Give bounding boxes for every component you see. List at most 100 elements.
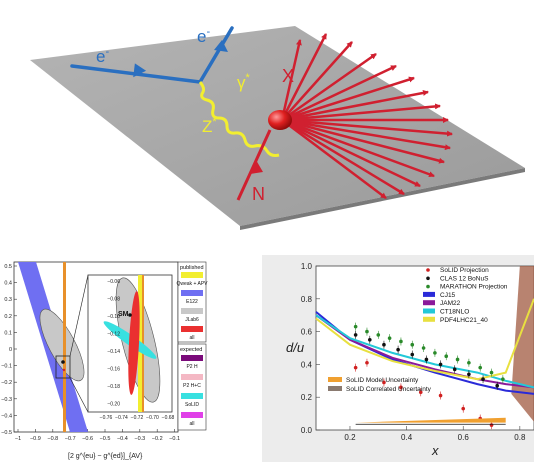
chart-legend-label: MARATHON Projection xyxy=(440,284,508,291)
chart-ylabel: d/u xyxy=(286,340,304,355)
left-y-tick-label: −0.4 xyxy=(1,413,12,419)
inset-all xyxy=(128,291,140,395)
legend-swatch xyxy=(181,412,203,418)
zoom-box xyxy=(55,355,71,379)
legend-label: P2 H xyxy=(186,364,198,370)
left-x-ticks: −1 −0.9 −0.8 −0.7 −0.6 −0.5 −0.4 −0.3 −0.2 −0.1 xyxy=(15,429,180,442)
hadron-ray xyxy=(281,52,377,122)
left-y-tick-label: −0.5 xyxy=(1,430,12,436)
band-legend-label: SoLID Model Uncertainty xyxy=(346,377,419,384)
legend-swatch xyxy=(181,355,203,361)
nucleon-label: N xyxy=(252,184,265,204)
legend-label: all xyxy=(189,421,194,427)
hadrons-label: X xyxy=(282,66,294,86)
zboson-label: Z* xyxy=(202,116,217,136)
left-x-tick-label: −0.6 xyxy=(82,436,93,442)
jlab6-ellipse xyxy=(39,308,85,382)
hadron-ray xyxy=(280,39,302,121)
inset-y-tick-label: −0.20 xyxy=(107,402,120,408)
legend-swatch xyxy=(181,272,203,278)
chart-x-tick-label: 0.4 xyxy=(401,433,413,442)
chart-y-tick-label: 1.0 xyxy=(301,262,313,271)
left-x-tick-label: −0.7 xyxy=(65,436,76,442)
outgoing-electron-arrow xyxy=(214,40,228,52)
left-x-tick-label: −0.4 xyxy=(117,436,128,442)
left-y-tick-label: 0.5 xyxy=(4,264,12,270)
legend-swatch xyxy=(181,308,203,314)
left-x-tick-label: −0.2 xyxy=(152,436,163,442)
chart-xlabel: x xyxy=(431,443,439,458)
chart-y-tick-label: 0.6 xyxy=(301,328,313,337)
incoming-electron-arrow xyxy=(133,63,147,78)
outgoing-electron-line xyxy=(198,26,234,84)
hadron-ray xyxy=(281,118,451,151)
chart-legend-label: CT18NLO xyxy=(440,309,469,316)
inset-x-tick-label: −0.72 xyxy=(131,415,144,421)
left-x-tick-label: −0.1 xyxy=(169,436,180,442)
plane-shadow-edge xyxy=(240,168,525,230)
left-x-tick-label: −0.3 xyxy=(134,436,145,442)
hadron-ray xyxy=(281,118,453,137)
inset-y-tick-label: −0.16 xyxy=(107,367,120,373)
inset-x-tick-label: −0.76 xyxy=(100,415,113,421)
model-uncertainty-wedge xyxy=(355,417,506,423)
legend-label: all xyxy=(189,335,194,341)
hadron-ray xyxy=(281,89,429,122)
inset-y-ticks: −0.06 −0.08 −0.10 −0.12 −0.14 −0.16 −0.18 −0.20 xyxy=(107,279,120,408)
left-y-tick-label: −0.3 xyxy=(1,397,12,403)
chart-legend-label: CJ15 xyxy=(440,292,456,299)
target-nucleus xyxy=(268,110,292,130)
inset-x-ticks: −0.76 −0.74 −0.72 −0.70 −0.68 xyxy=(100,415,175,421)
legend-label: P2 H+C xyxy=(183,383,201,389)
left-panel: 0.50.40.30.20.10−0.1−0.2−0.3−0.4−0.5 −1−… xyxy=(0,255,238,462)
series-line xyxy=(315,298,534,381)
zoom-line-top xyxy=(69,274,89,357)
band-legend-swatch xyxy=(328,377,342,382)
series-line xyxy=(315,314,534,389)
legend-swatch xyxy=(181,290,203,296)
sm-point-main xyxy=(61,360,65,364)
chart-legend-swatch xyxy=(423,316,435,322)
inset-x-tick-label: −0.74 xyxy=(115,415,128,421)
chart-legend-swatch xyxy=(423,308,435,314)
left-x-tick-label: −0.8 xyxy=(47,436,58,442)
legend-swatch xyxy=(181,374,203,380)
left-x-tick-label: −1 xyxy=(15,436,21,442)
inset-y-tick-label: −0.12 xyxy=(107,332,120,338)
left-y-tick-label: 0 xyxy=(9,347,12,353)
legend-published-title: published xyxy=(180,265,204,271)
chart-x-tick-label: 0.2 xyxy=(344,433,356,442)
chart-legend-label: CLAS 12 BoNuS xyxy=(440,275,489,282)
chart-legend-label: PDF4LHC21_40 xyxy=(440,317,488,324)
band-legend-swatch xyxy=(328,386,342,391)
nucleon-arrow xyxy=(250,160,263,174)
hadron-ray xyxy=(281,119,387,199)
legend-swatch xyxy=(181,393,203,399)
chart-x-tick-label: 0.6 xyxy=(458,433,470,442)
hadron-rays xyxy=(280,33,453,199)
legend-label: SoLID xyxy=(185,402,199,408)
chart-legend-swatch xyxy=(423,291,435,297)
series-line xyxy=(315,314,534,389)
chart-y-tick-label: 0.8 xyxy=(301,295,313,304)
legend-expected-items: P2 H P2 H+C SoLID all xyxy=(181,355,203,427)
hadron-ray xyxy=(280,33,328,121)
hadron-ray xyxy=(281,41,353,121)
zoom-line-bottom xyxy=(69,377,89,413)
chart-y-tick-label: 0.2 xyxy=(301,393,313,402)
electron-out-label: e- xyxy=(197,26,210,46)
legend-swatch xyxy=(181,326,203,332)
boson-wavy-line xyxy=(198,81,280,157)
left-y-tick-label: −0.1 xyxy=(1,364,12,370)
inset-sm-point xyxy=(128,313,132,317)
hadron-ray xyxy=(281,118,445,164)
left-y-tick-label: 0.3 xyxy=(4,297,12,303)
chart-legend-marker xyxy=(426,268,430,272)
chart-legend-label: JAM22 xyxy=(440,300,461,307)
band-legend-label: SoLID Correlated Uncertainty xyxy=(346,386,432,393)
chart-legend-swatch xyxy=(423,300,435,306)
chart-legend-marker xyxy=(426,276,430,281)
left-x-label: [2 g^{eu} − g^{ed}]_{AV} xyxy=(68,453,143,460)
inset-y-tick-label: −0.10 xyxy=(107,314,120,320)
chart-content: 0.0 0.2 0.4 0.6 0.8 1.0 0.2 0.4 0.6 0.8 SoLID Proj… xyxy=(301,262,534,442)
